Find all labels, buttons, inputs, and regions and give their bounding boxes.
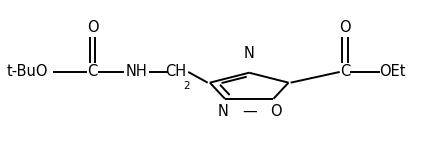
Text: 2: 2 <box>184 81 190 91</box>
Text: C: C <box>87 64 97 79</box>
Text: O: O <box>339 21 351 35</box>
Text: C: C <box>340 64 350 79</box>
Text: N: N <box>244 46 255 61</box>
Text: CH: CH <box>165 64 186 79</box>
Text: O: O <box>270 104 281 119</box>
Text: —: — <box>242 104 257 119</box>
Text: NH: NH <box>125 64 147 79</box>
Text: OEt: OEt <box>380 64 406 79</box>
Text: t-BuO: t-BuO <box>7 64 48 79</box>
Text: O: O <box>87 21 98 35</box>
Text: N: N <box>217 104 228 119</box>
